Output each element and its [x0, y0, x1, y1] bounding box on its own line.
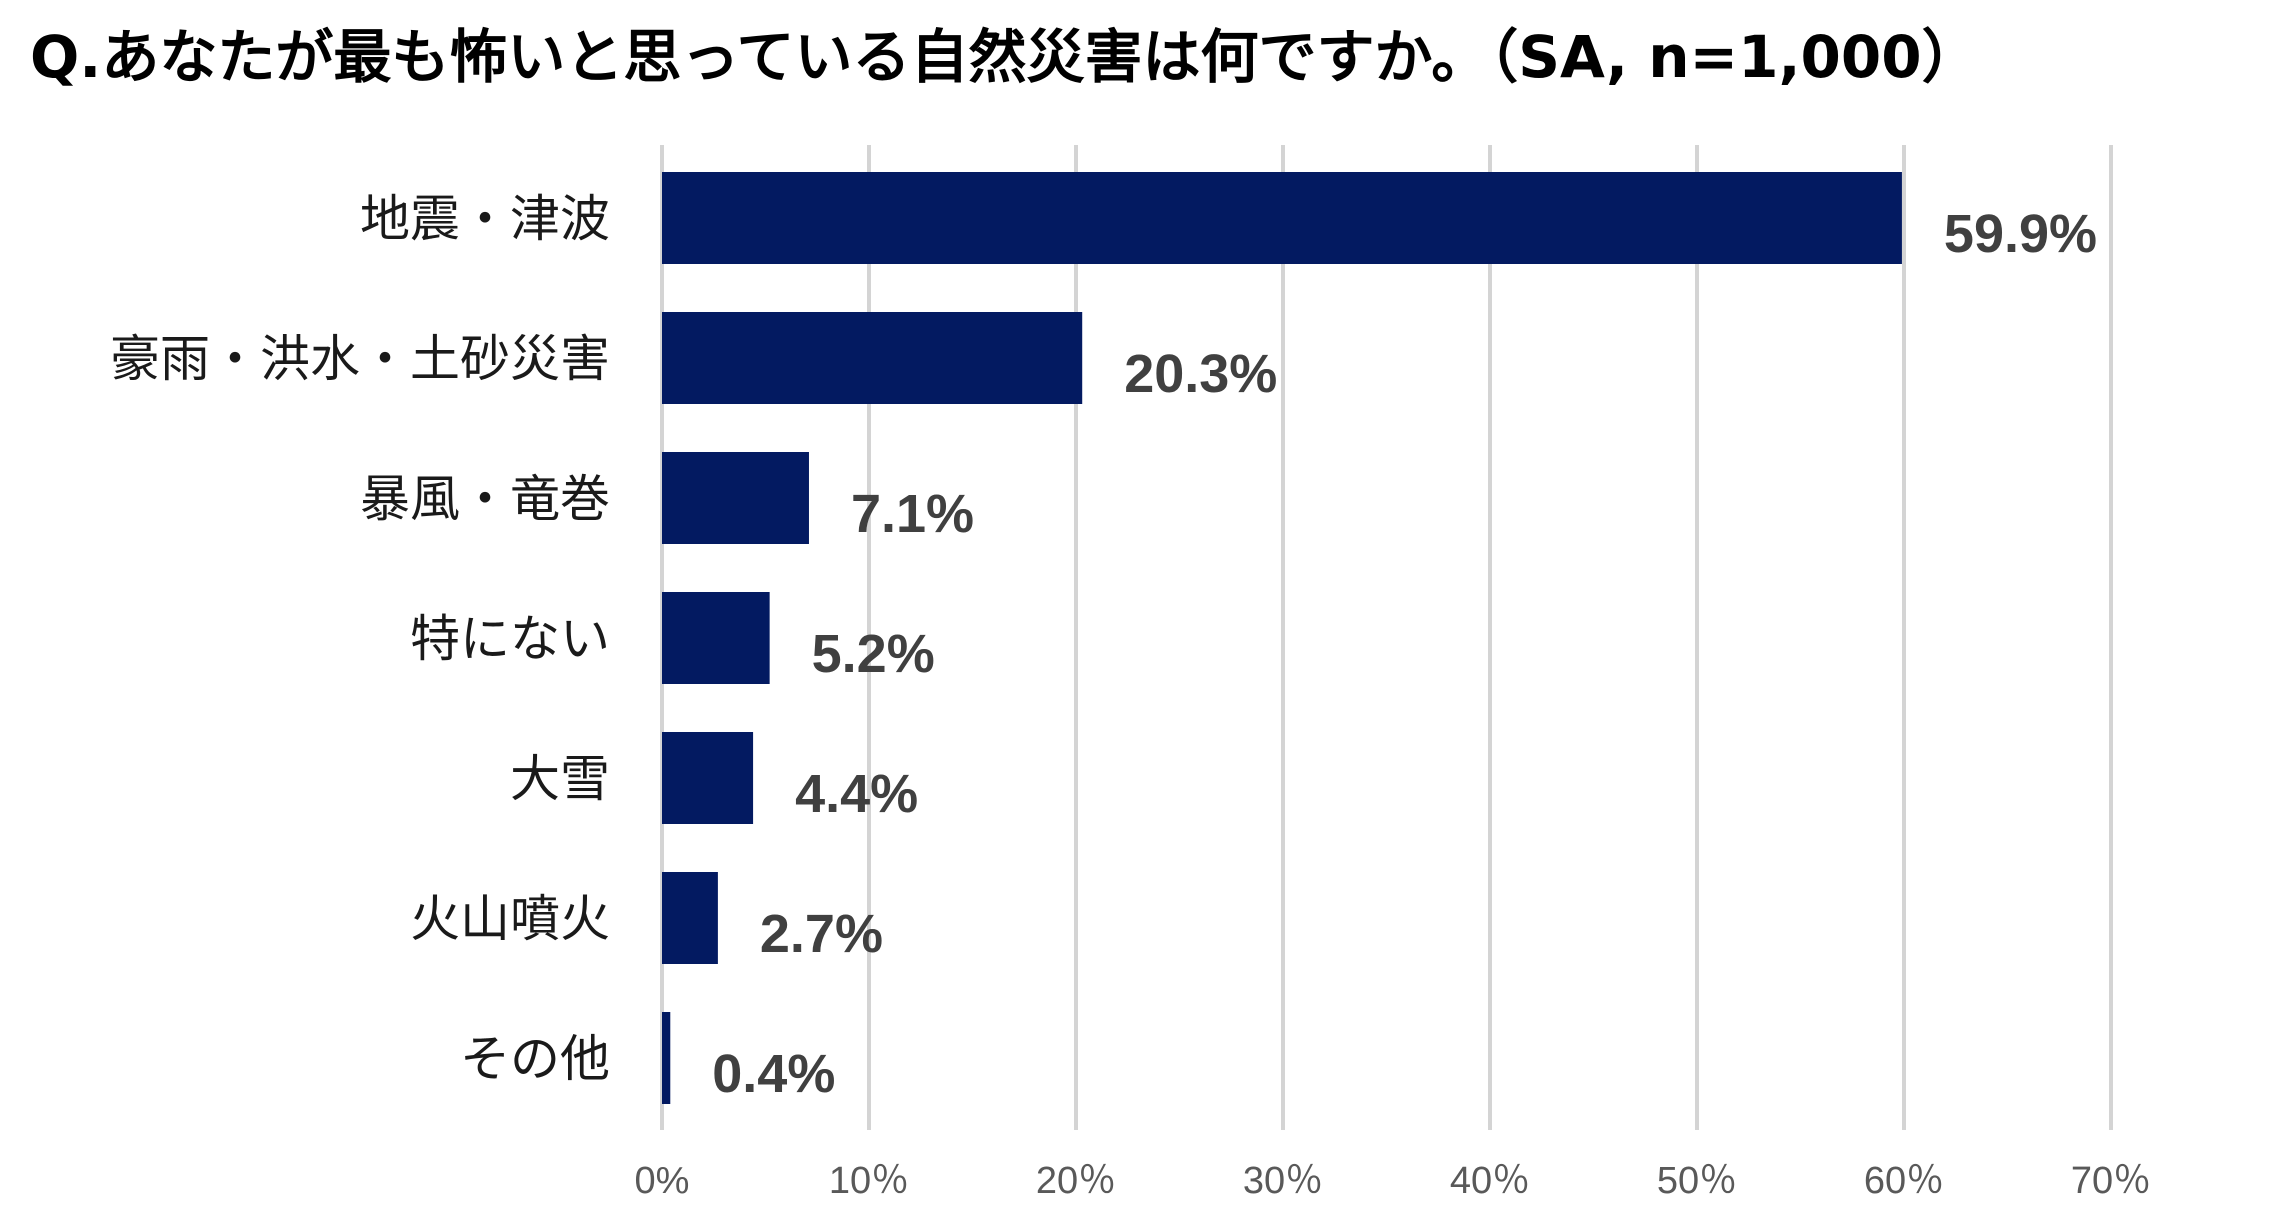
category-label: 大雪 [510, 750, 610, 808]
x-tick-label: 60％ [1864, 1160, 1944, 1202]
category-label: その他 [460, 1030, 610, 1088]
x-tick-label: 40％ [1450, 1160, 1530, 1202]
data-label: 5.2% [812, 624, 935, 684]
data-label: 0.4% [712, 1044, 835, 1104]
category-label: 地震・津波 [360, 190, 610, 248]
grid-lines [660, 145, 2113, 1130]
category-label: 暴風・竜巻 [360, 470, 610, 528]
value-labels: 59.9% 20.3% 7.1% 5.2% 4.4% 2.7% 0.4% [712, 204, 2097, 1104]
category-label: 特にない [410, 610, 610, 668]
data-label: 2.7% [760, 904, 883, 964]
bar [662, 452, 809, 544]
x-tick-label: 50％ [1657, 1160, 1737, 1202]
bar [662, 172, 1902, 264]
bar [662, 732, 754, 824]
category-label: 火山噴火 [410, 890, 610, 948]
bar [662, 872, 718, 964]
x-tick-label: 10％ [829, 1160, 909, 1202]
x-tick-label: 0% [635, 1160, 690, 1202]
data-label: 7.1% [851, 484, 974, 544]
bars [662, 172, 1902, 1104]
x-axis-tick-labels: 0% 10％ 20％ 30％ 40％ 50％ 60％ 70％ [635, 1160, 2152, 1202]
data-label: 59.9% [1944, 204, 2097, 264]
x-tick-label: 20％ [1036, 1160, 1116, 1202]
chart-title: Q.あなたが最も怖いと思っている自然災害は何ですか。（SA, n=1,000） [30, 23, 1980, 91]
data-label: 4.4% [795, 764, 918, 824]
x-tick-label: 70％ [2071, 1160, 2151, 1202]
bar [662, 1012, 671, 1104]
bar [662, 312, 1083, 404]
x-tick-label: 30％ [1243, 1160, 1323, 1202]
bar [662, 592, 770, 684]
data-label: 20.3% [1124, 344, 1277, 404]
category-label: 豪雨・洪水・土砂災害 [110, 330, 610, 388]
